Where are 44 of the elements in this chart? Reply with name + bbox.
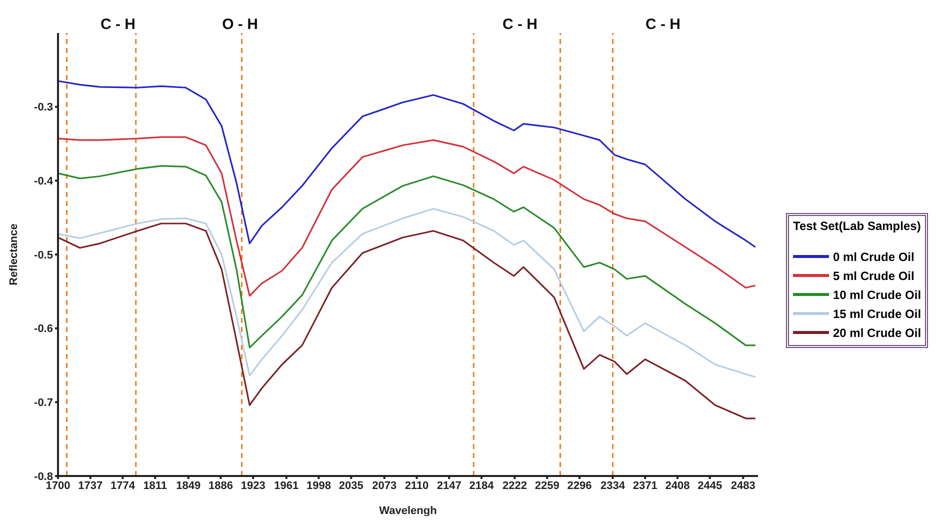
x-tick-label: 2073 — [372, 480, 397, 492]
x-tick-label: 2296 — [567, 480, 592, 492]
y-axis-title: Reflectance — [8, 224, 20, 286]
legend-label: 20 ml Crude Oil — [833, 326, 922, 340]
text: C - H — [502, 16, 538, 33]
x-tick-label: 1849 — [176, 480, 201, 492]
line-series — [58, 136, 756, 297]
legend-label: 0 ml Crude Oil — [833, 250, 914, 264]
x-tick-label: 2371 — [632, 480, 658, 492]
legend-title: Test Set(Lab Samples) — [793, 219, 922, 233]
x-tick-label: 2259 — [534, 480, 560, 492]
text: O - H — [221, 16, 259, 33]
x-tick-label: 2483 — [730, 480, 756, 492]
x-tick-label: 2110 — [404, 480, 429, 492]
x-tick-label: 1923 — [240, 480, 266, 492]
legend-label: 15 ml Crude Oil — [833, 306, 922, 320]
legend-label: 5 ml Crude Oil — [833, 268, 914, 282]
x-tick-label: 2222 — [502, 480, 527, 492]
x-tick-label: 1700 — [46, 480, 70, 492]
x-tick-label: 1886 — [208, 480, 233, 492]
x-tick-label: 1811 — [143, 480, 168, 492]
text: C - H — [644, 16, 682, 33]
x-tick-label: 1737 — [78, 480, 103, 492]
y-tick-label: -0.5 — [34, 249, 53, 262]
y-tick-label: -0.4 — [34, 176, 54, 188]
x-tick-label: 1961 — [274, 480, 299, 492]
x-tick-label: 2035 — [338, 480, 364, 492]
x-tick-label: 2184 — [469, 480, 495, 492]
y-tick-label: -0.7 — [34, 397, 53, 410]
line-series — [58, 208, 756, 378]
x-tick-label: 1998 — [306, 480, 331, 492]
line-series — [58, 80, 756, 248]
line-series — [58, 165, 756, 348]
x-tick-label: 2445 — [698, 480, 722, 492]
x-tick-label: 2147 — [436, 480, 462, 492]
text: C - H — [100, 16, 136, 33]
line-series — [58, 222, 756, 420]
x-tick-label: 2408 — [665, 480, 690, 492]
y-tick-label: -0.6 — [34, 323, 53, 336]
y-tick-label: -0.3 — [34, 102, 53, 114]
legend-label: 10 ml Crude Oil — [833, 288, 922, 302]
x-tick-label: 1774 — [110, 480, 136, 492]
x-axis-title: Wavelengh — [379, 505, 438, 517]
x-tick-label: 2334 — [600, 480, 626, 492]
